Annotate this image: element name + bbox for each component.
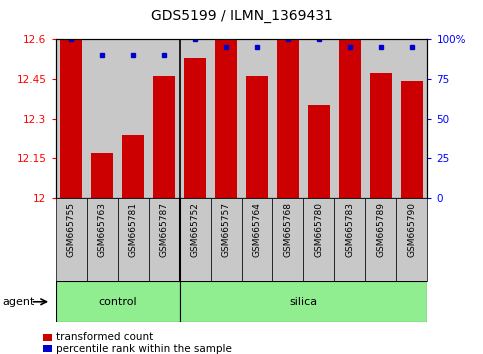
Bar	[86, 198, 117, 281]
Text: silica: silica	[289, 297, 317, 307]
Text: GSM665789: GSM665789	[376, 202, 385, 257]
Bar	[366, 198, 397, 281]
Text: GSM665752: GSM665752	[190, 202, 199, 257]
Bar	[242, 39, 272, 198]
Bar	[86, 39, 117, 198]
Bar	[370, 73, 392, 198]
Bar	[272, 198, 303, 281]
Bar	[366, 39, 397, 198]
Bar	[180, 39, 211, 198]
Bar	[246, 76, 268, 198]
Bar	[277, 39, 299, 198]
Bar	[149, 39, 180, 198]
Text: GSM665780: GSM665780	[314, 202, 324, 257]
Bar	[91, 153, 113, 198]
Bar	[308, 105, 330, 198]
Text: GSM665755: GSM665755	[67, 202, 75, 257]
Text: GSM665757: GSM665757	[222, 202, 230, 257]
Bar	[60, 39, 82, 198]
Bar	[397, 39, 427, 198]
Text: GDS5199 / ILMN_1369431: GDS5199 / ILMN_1369431	[151, 9, 332, 23]
Bar	[153, 76, 175, 198]
Bar	[180, 198, 211, 281]
Bar	[272, 39, 303, 198]
Bar	[397, 198, 427, 281]
Bar	[117, 39, 149, 198]
Text: GSM665783: GSM665783	[345, 202, 355, 257]
Text: GSM665781: GSM665781	[128, 202, 138, 257]
Bar	[303, 198, 334, 281]
Text: GSM665768: GSM665768	[284, 202, 293, 257]
Text: GSM665764: GSM665764	[253, 202, 261, 257]
Bar	[215, 39, 237, 198]
Bar	[122, 135, 144, 198]
Text: GSM665763: GSM665763	[98, 202, 107, 257]
Text: GSM665790: GSM665790	[408, 202, 416, 257]
Bar	[56, 281, 180, 322]
Text: agent: agent	[2, 297, 35, 307]
Bar	[56, 39, 86, 198]
Bar	[211, 39, 242, 198]
Bar	[401, 81, 423, 198]
Text: control: control	[98, 297, 137, 307]
Bar	[334, 198, 366, 281]
Bar	[149, 198, 180, 281]
Bar	[339, 39, 361, 198]
Bar	[303, 39, 334, 198]
Bar	[211, 198, 242, 281]
Bar	[180, 281, 427, 322]
Bar	[242, 198, 272, 281]
Bar	[56, 198, 86, 281]
Bar	[117, 198, 149, 281]
Text: transformed count: transformed count	[56, 332, 153, 342]
Text: percentile rank within the sample: percentile rank within the sample	[56, 344, 231, 354]
Bar	[334, 39, 366, 198]
Text: GSM665787: GSM665787	[159, 202, 169, 257]
Bar	[184, 57, 206, 198]
